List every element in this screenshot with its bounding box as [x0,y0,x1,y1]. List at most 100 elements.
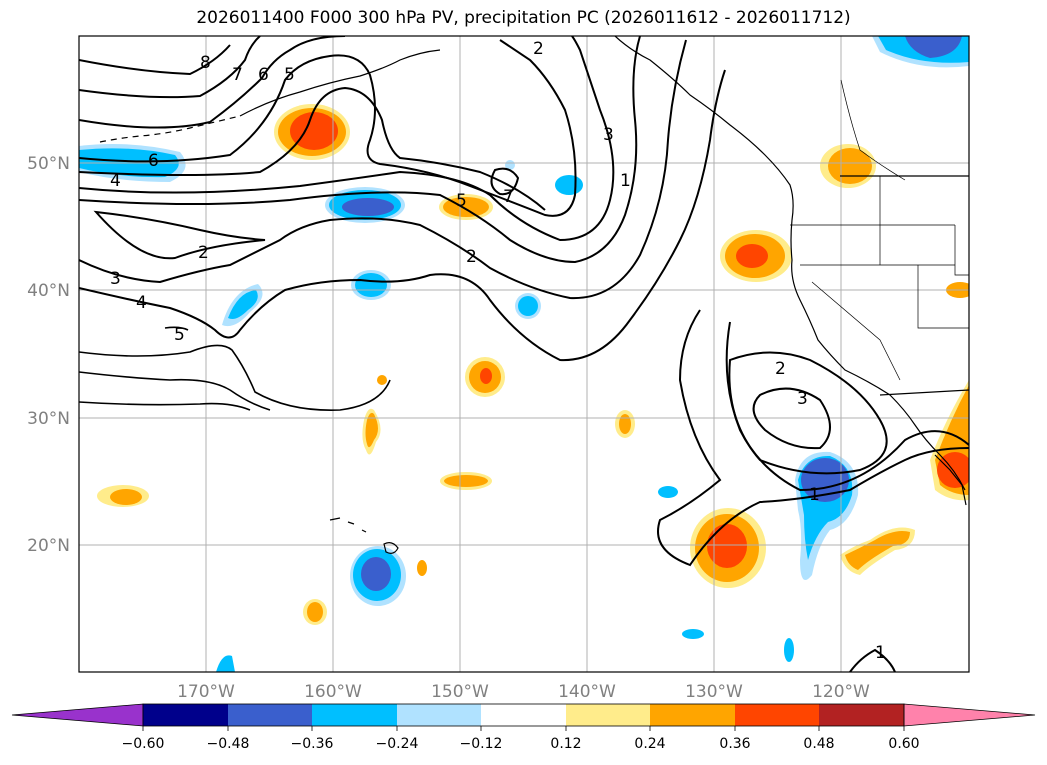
lon-label-170w: 170°W [177,682,235,702]
colorbar: −0.60 −0.48 −0.36 −0.24 −0.12 0.12 0.24 … [11,703,1036,752]
contour-label: 1 [875,643,886,663]
precip-blob-ne-corner [872,36,969,68]
contour-label: 1 [809,485,820,505]
contour-label: 2 [775,359,786,379]
bc-alberta-border [840,79,906,181]
precip-blob-central-blue [325,187,405,223]
colorbar-tick-label: −0.12 [460,736,503,752]
lat-label-30n: 30°N [27,409,70,429]
colorbar-extend-left [11,703,144,727]
pv-contour-5-small [164,326,189,331]
pv-contour-1-south [657,309,969,567]
colorbar-tick-label: 0.12 [550,736,581,752]
precip-blob-small-blue-1 [555,175,583,195]
lon-label-120w: 120°W [812,682,870,702]
hawaii-island [383,542,399,554]
pv-contour-2 [79,39,687,300]
precip-blob-socal [930,380,969,501]
contour-label: 5 [174,325,185,345]
colorbar-segment [650,704,735,726]
colorbar-segment [735,704,819,726]
us-mexico-border [879,389,969,396]
pv-contour-7-small [490,167,520,196]
precip-blob-hawaii-blue [350,546,406,606]
precip-blob-small-blue-4 [682,629,704,639]
precip-blob-orange-16n-core [307,602,323,622]
pv-contour-7-west [79,36,261,99]
contour-label: 5 [456,191,467,211]
lon-label-140w: 140°W [558,682,616,702]
contour-label: 4 [110,171,121,191]
precip-blob-orange-148w [440,472,492,490]
contour-label: 2 [198,243,209,263]
precip-field [79,36,969,672]
contour-label: 3 [797,389,808,409]
contour-label: 7 [503,187,514,207]
contour-label: 2 [533,39,544,59]
north-america-west-coast [614,36,966,491]
state-border-5 [811,281,901,381]
precip-blob-blue-40n [351,270,391,300]
lon-label-130w: 130°W [685,682,743,702]
contour-label: 3 [110,269,121,289]
precip-blob-orange-41n-127w [720,230,792,282]
colorbar-frame [142,703,905,727]
colorbar-tick-label: −0.36 [291,736,334,752]
state-border-6 [954,225,969,276]
colorbar-tick-label: 0.24 [634,736,665,752]
lat-labels: 50°N 40°N 30°N 20°N [27,154,70,556]
pv-contour-6 [79,86,546,211]
state-border-4 [917,265,969,329]
map-frame [78,35,970,673]
lon-label-160w: 160°W [304,682,362,702]
gridlines [79,36,969,672]
pv-contour-2-west [93,210,266,260]
pv-contour-3-south [79,401,251,411]
colorbar-segment [312,704,397,726]
lat-label-40n: 40°N [27,281,70,301]
precip-blob-blue-145w [515,293,541,319]
lon-label-150w: 150°W [431,682,489,702]
coastlines [99,36,969,554]
colorbar-segment [228,704,312,726]
contour-label: 5 [284,65,295,85]
contour-label: 4 [136,293,147,313]
colorbar-tick-label: −0.60 [122,736,165,752]
precip-blob-orange-20n-115w [840,527,915,575]
precip-blob-orange-175w [97,485,149,507]
lat-label-50n: 50°N [27,154,70,174]
contour-label: 1 [620,171,631,191]
colorbar-tick-label: 0.36 [719,736,750,752]
pv-contours [79,36,969,672]
contour-labels: 8 7 6 5 6 4 2 3 4 5 5 7 2 2 3 1 2 3 1 1 [110,39,886,663]
contour-label: 2 [466,247,477,267]
contour-label: 8 [200,53,211,73]
precip-blob-small-blue-6 [216,655,235,672]
pv-contour-1 [79,69,726,362]
contour-label: 6 [258,65,269,85]
colorbar-tick-label: −0.48 [207,736,250,752]
alaska-peninsula-coast [239,49,441,117]
colorbar-segment [143,704,228,726]
precip-blob-dot-1 [377,375,387,385]
colorbar-segment [397,704,481,726]
precip-blob-red-20n-130w [690,508,766,588]
precip-blob-blue-165w [222,284,263,327]
precip-blob-dot-2 [417,560,427,576]
precip-blob-orange-137w [615,410,635,438]
colorbar-extend-right [903,703,1036,727]
contour-label: 7 [232,65,243,85]
pv-contour-2-east [728,351,888,475]
aleutian-chain [99,115,241,143]
colorbar-ticks [142,726,905,731]
precip-blob-orange-49n [820,144,876,188]
precip-blob-red-35n [465,357,505,397]
pv-contour-3 [79,36,641,264]
precip-blob-small-blue-5 [784,638,794,662]
pv-contour-4 [79,36,615,242]
colorbar-segment [481,704,566,726]
pv-contour-3-east [752,387,831,450]
colorbar-tick-label: 0.60 [888,736,919,752]
chart-title: 2026011400 F000 300 hPa PV, precipitatio… [196,8,851,28]
